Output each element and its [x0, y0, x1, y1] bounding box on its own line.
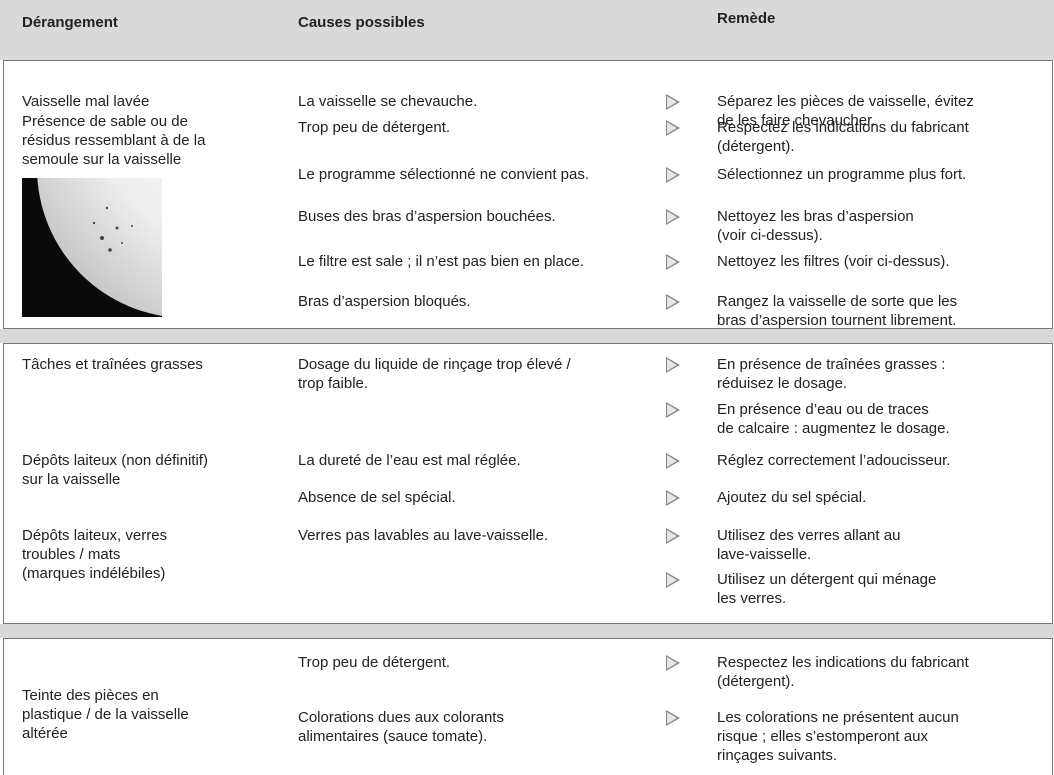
cause: Absence de sel spécial.	[298, 489, 456, 506]
problem: Teinte des pièces en plastique / de la v…	[22, 687, 189, 742]
remedy: En présence d’eau ou de traces de calcai…	[717, 401, 950, 437]
arrow-icon	[666, 490, 680, 506]
arrow-icon	[666, 209, 680, 225]
problem: Dépôts laiteux (non définitif) sur la va…	[22, 452, 208, 488]
arrow-icon	[666, 453, 680, 469]
remedy: Réglez correctement l’adoucisseur.	[717, 452, 951, 469]
arrow-icon	[666, 294, 680, 310]
cause: Bras d’aspersion bloqués.	[298, 293, 471, 310]
remedy: Les colorations ne présentent aucun risq…	[717, 709, 959, 764]
remedy: Nettoyez les bras d’aspersion (voir ci-d…	[717, 208, 914, 244]
remedy: Respectez les indications du fabricant (…	[717, 119, 969, 155]
remedy: Respectez les indications du fabricant (…	[717, 654, 969, 690]
photo-art	[22, 178, 162, 317]
separator	[0, 329, 1054, 343]
header-bar: Dérangement Causes possibles Remède	[0, 0, 1054, 45]
cause: Verres pas lavables au lave-vaisselle.	[298, 527, 549, 544]
section-box	[3, 343, 1053, 624]
arrow-icon	[666, 572, 680, 588]
arrow-icon	[666, 655, 680, 671]
arrow-icon	[666, 402, 680, 418]
cause: La vaisselle se chevauche.	[298, 93, 478, 110]
separator	[0, 45, 1054, 60]
cause: Le programme sélectionné ne convient pas…	[298, 166, 590, 183]
cause: La dureté de l’eau est mal réglée.	[298, 452, 521, 469]
column-header: Dérangement	[22, 14, 118, 31]
cause: Dosage du liquide de rinçage trop élevé …	[298, 356, 571, 392]
remedy: Utilisez des verres allant au lave-vaiss…	[717, 527, 901, 563]
column-header: Causes possibles	[298, 14, 425, 31]
arrow-icon	[666, 357, 680, 373]
remedy: Sélectionnez un programme plus fort.	[717, 166, 967, 183]
problem: Dépôts laiteux, verres troubles / mats (…	[22, 527, 168, 582]
arrow-icon	[666, 94, 680, 110]
cause: Trop peu de détergent.	[298, 654, 451, 671]
cause: Colorations dues aux colorants alimentai…	[298, 709, 504, 745]
remedy: Ajoutez du sel spécial.	[717, 489, 867, 506]
remedy: En présence de traînées grasses : réduis…	[717, 356, 946, 392]
cause: Le filtre est sale ; il n’est pas bien e…	[298, 253, 584, 270]
problem: Vaisselle mal lavée	[22, 93, 150, 110]
remedy: Utilisez un détergent qui ménage les ver…	[717, 571, 937, 607]
remedy: Séparez les pièces de vaisselle, évitez …	[717, 93, 974, 129]
column-header: Remède	[717, 10, 776, 27]
problem: Présence de sable ou de résidus ressembl…	[22, 113, 206, 168]
remedy: Nettoyez les filtres (voir ci-dessus).	[717, 253, 950, 270]
remedy: Rangez la vaisselle de sorte que les bra…	[717, 293, 958, 329]
arrow-icon	[666, 167, 680, 183]
photo	[22, 178, 162, 317]
arrow-icon	[666, 120, 680, 136]
arrow-icon	[666, 710, 680, 726]
separator	[0, 624, 1054, 638]
problem: Tâches et traînées grasses	[22, 356, 203, 373]
arrow-icon	[666, 528, 680, 544]
section-box	[3, 638, 1053, 775]
cause: Buses des bras d’aspersion bouchées.	[298, 208, 556, 225]
cause: Trop peu de détergent.	[298, 119, 451, 136]
arrow-icon	[666, 254, 680, 270]
section-box	[3, 60, 1053, 329]
